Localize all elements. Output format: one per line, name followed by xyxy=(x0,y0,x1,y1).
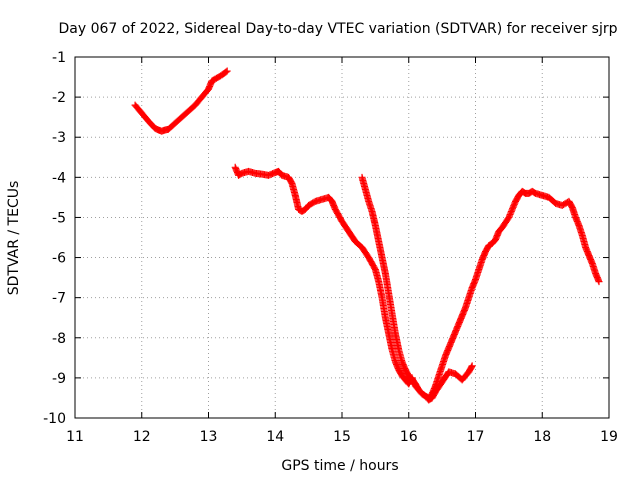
y-tick-label: -1 xyxy=(52,50,66,66)
axis-ticks xyxy=(74,56,610,419)
x-tick-label: 15 xyxy=(333,429,351,445)
chart-title: Day 067 of 2022, Sidereal Day-to-day VTE… xyxy=(58,21,617,37)
data-points xyxy=(131,67,603,404)
x-tick-label: 12 xyxy=(133,429,151,445)
y-tick-labels: -1 -2 -3 -4 -5 -6 -7 -8 -9 -10 xyxy=(43,50,66,427)
data-point-plus xyxy=(467,363,475,371)
x-tick-label: 11 xyxy=(66,429,84,445)
data-point-plus xyxy=(223,67,231,75)
x-tick-label: 19 xyxy=(600,429,618,445)
y-tick-label: -4 xyxy=(52,170,66,186)
y-tick-label: -5 xyxy=(52,210,66,226)
grid xyxy=(75,57,609,418)
y-tick-label: -8 xyxy=(52,331,66,347)
y-tick-label: -3 xyxy=(52,130,66,146)
y-tick-label: -10 xyxy=(43,411,66,427)
x-tick-label: 14 xyxy=(266,429,284,445)
y-tick-label: -2 xyxy=(52,90,66,106)
x-tick-label: 17 xyxy=(467,429,485,445)
data-point-plus xyxy=(222,68,230,76)
series-arc-3 xyxy=(358,173,603,402)
y-axis-label: SDTVAR / TECUs xyxy=(6,181,22,296)
y-tick-label: -9 xyxy=(52,371,66,387)
x-tick-label: 16 xyxy=(400,429,418,445)
x-tick-labels: 11 12 13 14 15 16 17 18 19 xyxy=(66,429,618,445)
series-arc-2 xyxy=(231,163,476,404)
x-tick-label: 18 xyxy=(533,429,551,445)
x-axis-label: GPS time / hours xyxy=(281,458,398,474)
y-tick-label: -6 xyxy=(52,251,66,267)
data-point-plus xyxy=(595,278,603,286)
y-tick-label: -7 xyxy=(52,291,66,307)
x-tick-label: 13 xyxy=(200,429,218,445)
data-point-plus xyxy=(468,362,476,370)
series-arc-1 xyxy=(131,67,231,135)
